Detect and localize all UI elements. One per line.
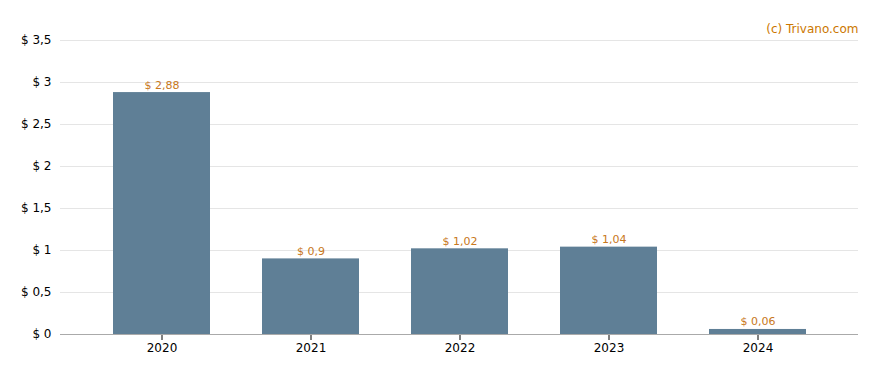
svg-text:$ 1,02: $ 1,02	[443, 235, 478, 248]
svg-text:$ 2,5: $ 2,5	[21, 117, 52, 131]
svg-text:2024: 2024	[743, 341, 774, 355]
svg-text:$ 1,04: $ 1,04	[592, 233, 627, 246]
svg-text:$ 1: $ 1	[32, 243, 51, 257]
svg-text:2021: 2021	[296, 341, 327, 355]
svg-text:(c) Trivano.com: (c) Trivano.com	[766, 22, 858, 36]
svg-text:2023: 2023	[594, 341, 625, 355]
svg-text:2022: 2022	[445, 341, 476, 355]
svg-text:$ 0: $ 0	[32, 327, 51, 341]
svg-text:2020: 2020	[147, 341, 178, 355]
svg-text:$ 3: $ 3	[32, 75, 51, 89]
svg-text:$ 1,5: $ 1,5	[21, 201, 52, 215]
svg-text:$ 3,5: $ 3,5	[21, 33, 52, 47]
svg-text:$ 2,88: $ 2,88	[145, 79, 180, 92]
svg-text:$ 2: $ 2	[32, 159, 51, 173]
svg-text:$ 0,06: $ 0,06	[741, 315, 776, 328]
svg-text:$ 0,5: $ 0,5	[21, 285, 52, 299]
svg-text:$ 0,9: $ 0,9	[297, 245, 325, 258]
